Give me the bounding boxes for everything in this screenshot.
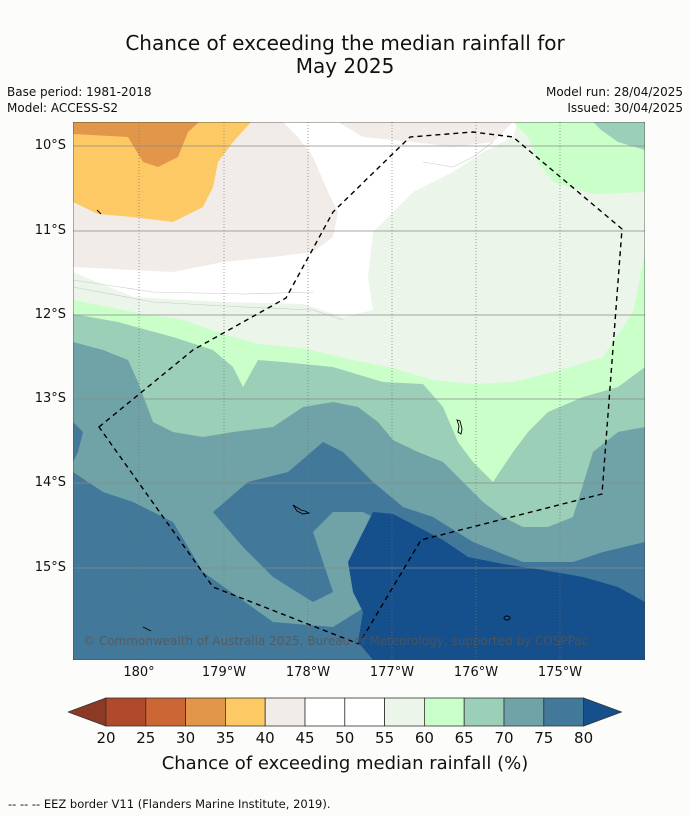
eez-legend: -- -- -- EEZ border V11 (Flanders Marine… [8, 797, 331, 811]
colorbar-cell-55-60 [384, 697, 425, 727]
eez-border [98, 131, 623, 645]
colorbar-cell-25-30 [145, 697, 187, 727]
colorbar-tick-60: 60 [414, 729, 434, 747]
colorbar-cell-below-20 [68, 697, 107, 727]
colorbar-tick-20: 20 [96, 729, 116, 747]
colorbar-tick-25: 25 [136, 729, 156, 747]
colorbar-cell-40-45 [264, 697, 306, 727]
colorbar-cell-35-40 [224, 697, 266, 727]
lat-label-13s: 13°S [34, 391, 66, 406]
zone-30-35-b [73, 122, 133, 132]
islands [96, 209, 511, 632]
colorbar-tick-35: 35 [215, 729, 235, 747]
colorbar [68, 697, 622, 727]
model-name: Model: ACCESS-S2 [7, 101, 119, 115]
colorbar-cell-65-70 [463, 697, 505, 727]
colorbar-tick-75: 75 [534, 729, 554, 747]
map-title-line1: Chance of exceeding the median rainfall … [125, 31, 565, 55]
zone-60-65-ne [513, 122, 645, 194]
colorbar-tick-70: 70 [494, 729, 514, 747]
map-title-line2: May 2025 [295, 54, 395, 78]
zone-35-40 [73, 122, 251, 222]
zone-40-45-top [338, 122, 513, 147]
issued-date: Issued: 30/04/2025 [567, 101, 683, 115]
lat-label-11s: 11°S [34, 223, 66, 238]
colorbar-label: Chance of exceeding median rainfall (%) [161, 753, 529, 774]
colorbar-tick-65: 65 [454, 729, 474, 747]
colorbar-cell-70-75 [503, 697, 545, 727]
base-period: Base period: 1981-2018 [7, 85, 152, 99]
lon-label-175w: 175°W [537, 665, 583, 680]
contour-lines [73, 141, 494, 321]
zone-30-35 [73, 122, 199, 167]
zone-65-70-ne [593, 122, 645, 150]
model-run: Model run: 28/04/2025 [545, 85, 683, 99]
lon-label-177w: 177°W [369, 665, 415, 680]
colorbar-tick-45: 45 [295, 729, 315, 747]
lon-label-176w: 176°W [453, 665, 499, 680]
lon-label-179w: 179°W [201, 665, 247, 680]
colorbar-cell-30-35 [185, 697, 226, 727]
colorbar-cell-60-65 [423, 697, 465, 727]
rainfall-map: © Commonwealth of Australia 2025, Bureau… [73, 122, 645, 660]
lon-label-178w: 178°W [285, 665, 331, 680]
lat-label-15s: 15°S [34, 560, 66, 575]
colorbar-cell-75-80 [543, 697, 584, 727]
lon-label-180: 180° [123, 665, 155, 680]
lat-label-14s: 14°S [34, 475, 66, 490]
lat-label-12s: 12°S [34, 307, 66, 322]
lat-label-10s: 10°S [34, 138, 66, 153]
colorbar-tick-30: 30 [176, 729, 196, 747]
colorbar-tick-80: 80 [574, 729, 594, 747]
colorbar-cell-above-80 [583, 697, 622, 727]
colorbar-tick-50: 50 [335, 729, 355, 747]
colorbar-tick-40: 40 [255, 729, 275, 747]
zone-above-80 [348, 512, 645, 660]
colorbar-tick-55: 55 [375, 729, 395, 747]
copyright-text: © Commonwealth of Australia 2025, Bureau… [83, 634, 588, 648]
colorbar-cell-45-50 [304, 697, 346, 727]
colorbar-cell-50-55 [344, 697, 385, 727]
colorbar-cell-20-25 [105, 697, 147, 727]
